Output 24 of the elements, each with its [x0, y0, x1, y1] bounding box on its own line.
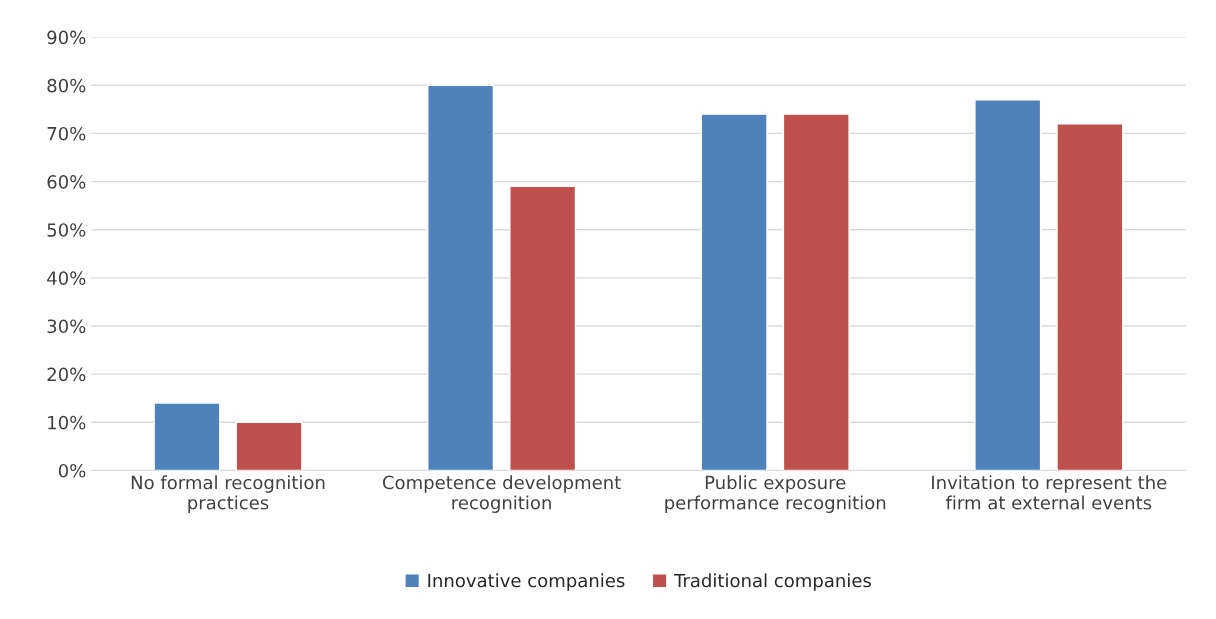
bar [235, 421, 303, 471]
bar [509, 185, 577, 471]
y-tick-label: 90% [47, 30, 86, 45]
y-tick-label: 10% [48, 415, 86, 430]
bar [974, 99, 1042, 471]
y-tick-label: 50% [47, 223, 86, 237]
bar [782, 113, 850, 471]
legend-label: Traditional companies [674, 573, 871, 591]
x-tick-label: Invitation to represent the firm at external events [932, 475, 1167, 510]
y-tick-label: 70% [47, 126, 86, 141]
legend-label: Innovative companies [428, 573, 625, 591]
y-tick-label: 0% [58, 463, 86, 478]
y-tick-label: 60% [47, 175, 86, 189]
bar [700, 113, 768, 471]
x-tick-label: Public exposure performance recognition [665, 475, 886, 513]
y-tick-label: 20% [47, 367, 86, 382]
x-tick-label: Competence development recognition [382, 475, 621, 513]
bar [1056, 123, 1124, 471]
y-tick-label: 30% [47, 319, 86, 334]
bar [153, 402, 221, 471]
y-tick-label: 80% [47, 78, 86, 93]
bar [427, 84, 495, 471]
x-tick-label: No formal recognition practices [131, 475, 325, 513]
y-tick-label: 40% [47, 271, 86, 285]
